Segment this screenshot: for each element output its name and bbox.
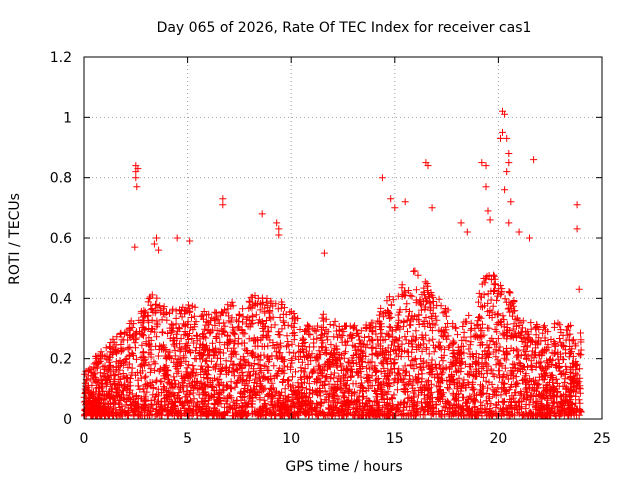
- x-axis-label: GPS time / hours: [285, 459, 402, 475]
- y-axis-label: ROTI / TECUs: [7, 193, 23, 285]
- y-tick-label: 1: [63, 110, 72, 126]
- x-tick-label: 15: [386, 431, 404, 447]
- x-tick-label: 10: [282, 431, 300, 447]
- x-tick-label: 0: [80, 431, 89, 447]
- y-tick-label: 0.8: [50, 171, 72, 187]
- data-points: [80, 107, 585, 420]
- x-tick-labels: 0 5 10 15 20 25: [80, 431, 611, 447]
- chart-title: Day 065 of 2026, Rate Of TEC Index for r…: [157, 20, 532, 36]
- x-tick-label: 25: [593, 431, 611, 447]
- y-tick-label: 1.2: [50, 50, 72, 66]
- axis-ticks: [83, 56, 603, 420]
- grid-lines: [84, 57, 602, 419]
- y-tick-labels: 0 0.2 0.4 0.6 0.8 1 1.2: [50, 50, 72, 428]
- y-tick-label: 0: [63, 412, 72, 428]
- y-tick-label: 0.4: [50, 291, 72, 307]
- x-tick-label: 20: [489, 431, 507, 447]
- y-tick-label: 0.6: [50, 231, 72, 247]
- y-tick-label: 0.2: [50, 352, 72, 368]
- x-tick-label: 5: [183, 431, 192, 447]
- roti-points: [80, 107, 585, 420]
